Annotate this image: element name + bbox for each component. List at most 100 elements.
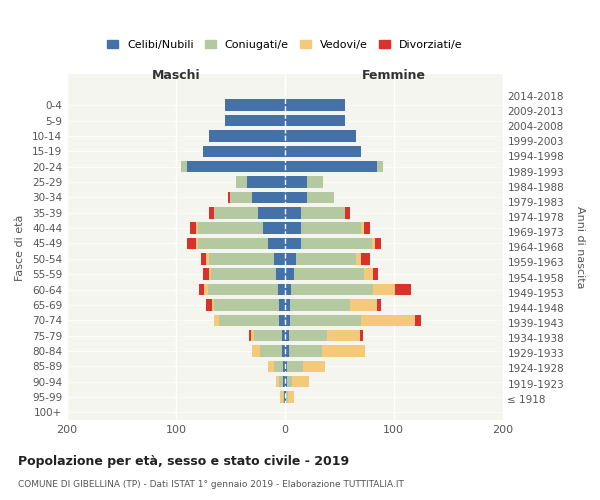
Bar: [395, 284, 411, 296]
Bar: [214, 207, 257, 218]
Bar: [214, 314, 220, 326]
Bar: [285, 207, 301, 218]
Bar: [285, 161, 377, 172]
Bar: [283, 376, 285, 388]
Bar: [208, 284, 278, 296]
Bar: [287, 360, 304, 372]
Bar: [285, 360, 287, 372]
Bar: [285, 284, 292, 296]
Bar: [285, 100, 344, 111]
Bar: [322, 345, 365, 357]
Bar: [181, 161, 187, 172]
Bar: [350, 299, 377, 310]
Bar: [190, 222, 196, 234]
Text: Popolazione per età, sesso e stato civile - 2019: Popolazione per età, sesso e stato civil…: [18, 455, 349, 468]
Bar: [263, 222, 285, 234]
Bar: [212, 299, 214, 310]
Bar: [225, 115, 285, 126]
Bar: [187, 238, 196, 249]
Bar: [276, 268, 285, 280]
Bar: [285, 376, 287, 388]
Bar: [296, 253, 356, 264]
Bar: [249, 330, 251, 342]
Bar: [361, 314, 415, 326]
Bar: [280, 376, 283, 388]
Bar: [206, 299, 212, 310]
Bar: [293, 268, 364, 280]
Bar: [280, 299, 285, 310]
Bar: [285, 314, 290, 326]
Bar: [209, 268, 211, 280]
Bar: [289, 345, 322, 357]
Bar: [288, 392, 293, 403]
Bar: [373, 284, 395, 296]
Bar: [285, 299, 290, 310]
Bar: [285, 115, 344, 126]
Bar: [285, 345, 289, 357]
Bar: [206, 253, 209, 264]
Bar: [361, 253, 370, 264]
Bar: [360, 330, 363, 342]
Bar: [198, 222, 263, 234]
Bar: [257, 207, 285, 218]
Bar: [278, 284, 285, 296]
Bar: [276, 376, 280, 388]
Bar: [285, 192, 307, 203]
Bar: [285, 130, 356, 141]
Bar: [307, 176, 323, 188]
Bar: [274, 253, 285, 264]
Bar: [196, 222, 198, 234]
Bar: [252, 345, 260, 357]
Y-axis label: Anni di nascita: Anni di nascita: [575, 206, 585, 288]
Bar: [274, 360, 283, 372]
Bar: [372, 238, 375, 249]
Bar: [344, 207, 350, 218]
Bar: [209, 207, 214, 218]
Bar: [364, 268, 373, 280]
Bar: [214, 299, 280, 310]
Bar: [307, 192, 334, 203]
Bar: [292, 284, 373, 296]
Text: Femmine: Femmine: [362, 69, 425, 82]
Bar: [285, 330, 289, 342]
Bar: [361, 222, 364, 234]
Bar: [236, 176, 247, 188]
Bar: [203, 268, 209, 280]
Bar: [377, 299, 380, 310]
Bar: [356, 253, 361, 264]
Bar: [260, 345, 281, 357]
Bar: [373, 268, 379, 280]
Bar: [286, 392, 288, 403]
Bar: [292, 376, 309, 388]
Bar: [285, 392, 286, 403]
Bar: [377, 161, 383, 172]
Bar: [327, 330, 360, 342]
Bar: [196, 238, 198, 249]
Bar: [268, 238, 285, 249]
Bar: [254, 330, 281, 342]
Bar: [285, 146, 361, 157]
Bar: [211, 268, 276, 280]
Legend: Celibi/Nubili, Coniugati/e, Vedovi/e, Divorziati/e: Celibi/Nubili, Coniugati/e, Vedovi/e, Di…: [103, 35, 467, 54]
Bar: [209, 253, 274, 264]
Bar: [198, 238, 268, 249]
Bar: [187, 161, 285, 172]
Bar: [285, 222, 301, 234]
Bar: [252, 192, 285, 203]
Bar: [281, 345, 285, 357]
Bar: [199, 284, 204, 296]
Bar: [364, 222, 370, 234]
Y-axis label: Fasce di età: Fasce di età: [15, 214, 25, 280]
Bar: [268, 360, 274, 372]
Bar: [301, 222, 361, 234]
Bar: [225, 100, 285, 111]
Bar: [204, 284, 208, 296]
Bar: [280, 314, 285, 326]
Bar: [301, 238, 372, 249]
Bar: [285, 268, 293, 280]
Bar: [284, 392, 285, 403]
Bar: [290, 299, 350, 310]
Bar: [285, 238, 301, 249]
Bar: [283, 392, 284, 403]
Bar: [203, 146, 285, 157]
